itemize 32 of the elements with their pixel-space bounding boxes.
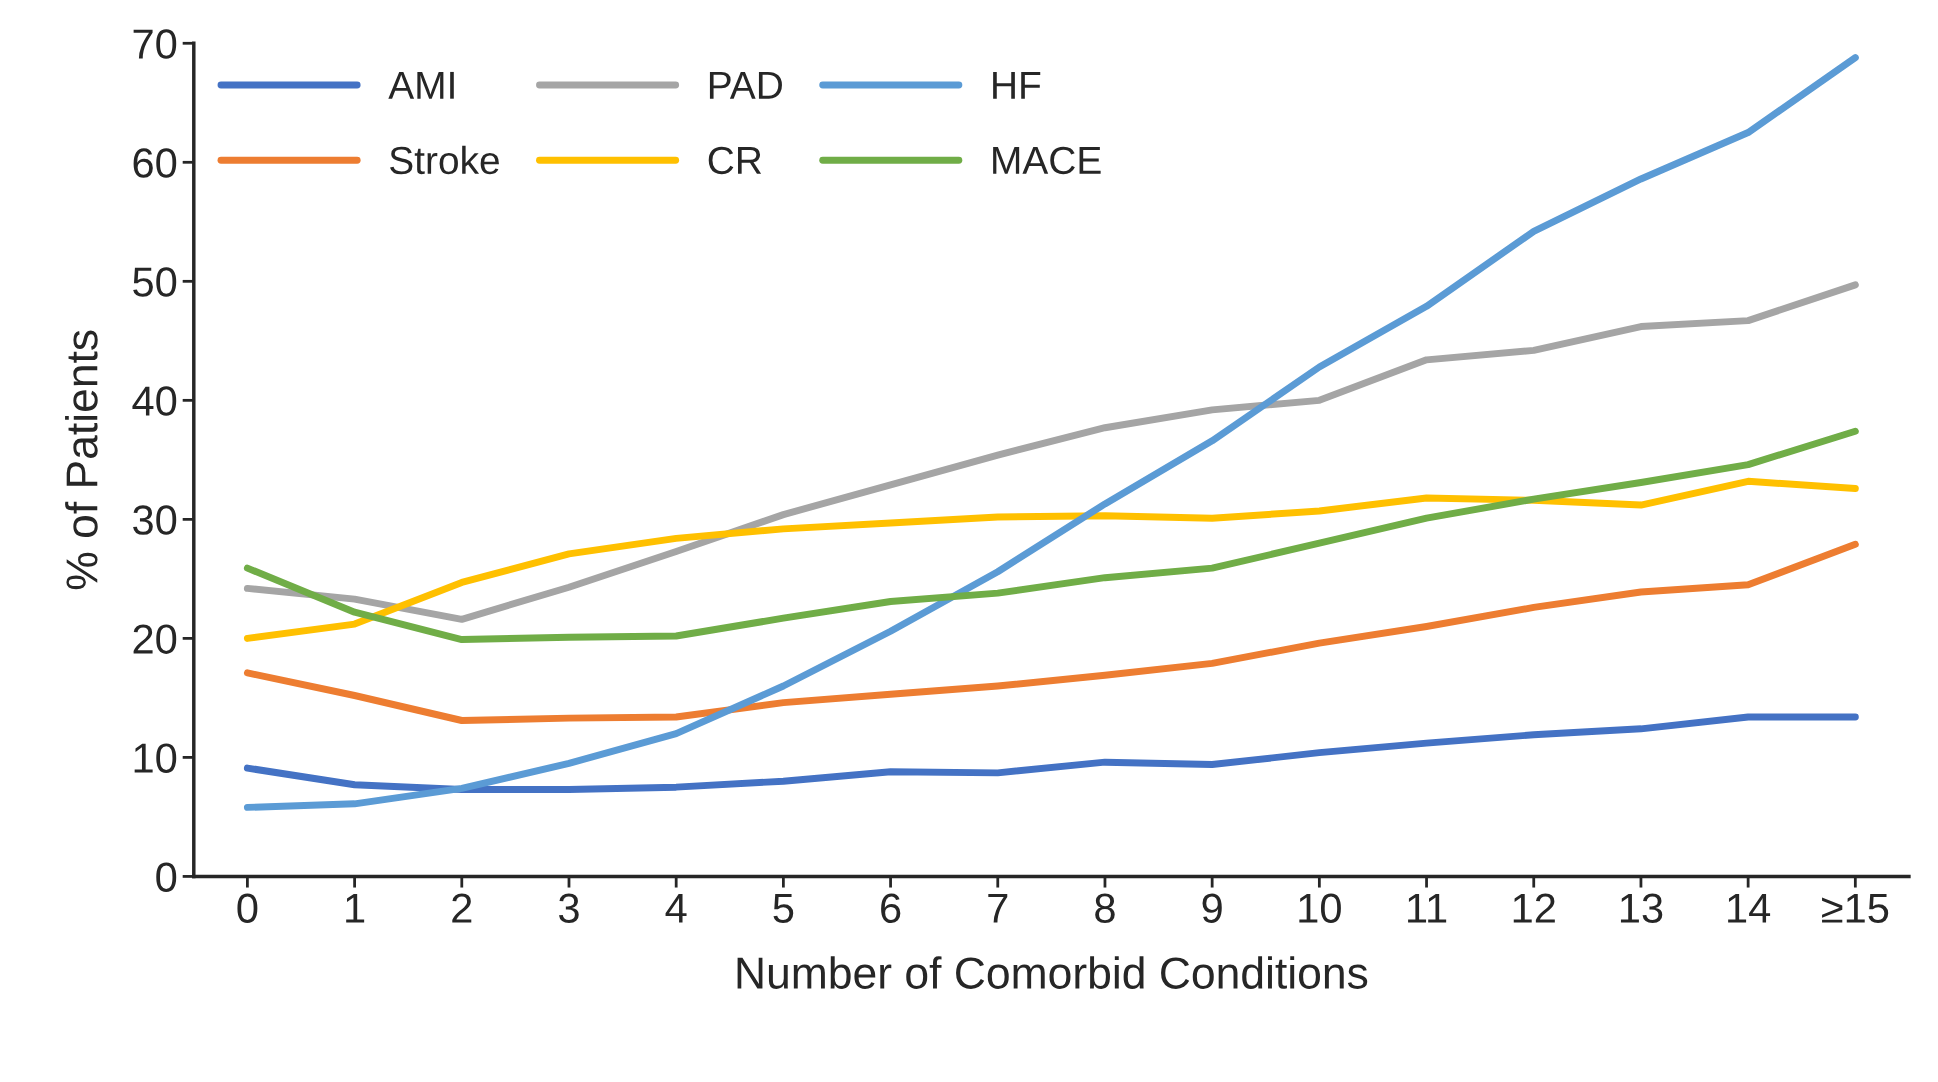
legend-label: PAD	[709, 71, 782, 99]
x-tick-label: 8	[1095, 893, 1115, 923]
x-tick-label: ≥15	[1822, 893, 1889, 923]
y-tick-label: 30	[133, 505, 177, 535]
legend-label: AMI	[388, 71, 454, 99]
y-tick-label: 70	[133, 29, 177, 59]
y-tick-label: 40	[132, 386, 177, 416]
x-tick-label: 3	[558, 893, 579, 923]
x-tick-label: 13	[1620, 893, 1663, 923]
x-tick-label: 7	[988, 893, 1008, 923]
x-tick-label: 11	[1408, 893, 1447, 923]
y-tick-label: 60	[133, 148, 177, 178]
y-tick-label: 10	[134, 743, 177, 773]
x-tick-label: 6	[881, 893, 901, 923]
x-tick-label: 1	[346, 893, 365, 923]
y-tick-label: 20	[133, 624, 177, 654]
legend-label: HF	[993, 71, 1041, 99]
x-tick-label: 12	[1513, 893, 1555, 923]
x-tick-label: 0	[237, 893, 258, 923]
legend-label: CR	[708, 146, 762, 175]
legend-label: Stroke	[390, 145, 499, 175]
x-tick-label: 14	[1728, 893, 1771, 923]
y-tick-label: 0	[156, 862, 177, 892]
x-tick-label: 2	[452, 893, 472, 923]
legend-label: MACE	[993, 146, 1101, 175]
x-tick-label: 5	[773, 893, 794, 923]
y-tick-label: 50	[133, 267, 177, 297]
x-tick-label: 10	[1299, 893, 1341, 923]
x-tick-label: 9	[1202, 893, 1222, 923]
y-axis-title: % of Patients	[65, 330, 98, 590]
x-axis-title: Number of Comorbid Conditions	[737, 956, 1368, 989]
x-tick-label: 4	[665, 893, 687, 923]
